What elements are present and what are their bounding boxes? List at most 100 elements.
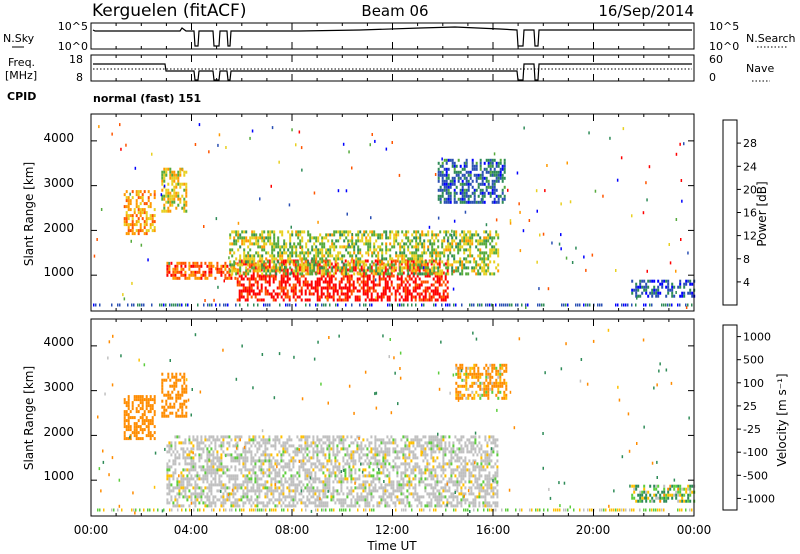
power-cell [379, 269, 382, 273]
power-cell [655, 291, 658, 295]
velocity-cell [304, 477, 307, 481]
power-cell [149, 193, 152, 197]
power-cell [137, 232, 140, 236]
velocity-cell [282, 483, 285, 487]
power-cell [315, 251, 318, 255]
velocity-cell [396, 450, 399, 454]
power-cell [367, 251, 370, 255]
velocity-cell [402, 498, 405, 502]
power-cell [208, 261, 211, 265]
power-cell [449, 233, 452, 237]
power-cell [447, 245, 450, 249]
power-cell [343, 239, 346, 243]
power-cell [122, 293, 124, 297]
power-cell [295, 254, 298, 258]
power-cell [461, 173, 464, 177]
velocity-cell [151, 434, 154, 438]
power-cell [300, 146, 303, 150]
power-cell [497, 248, 500, 252]
power-cell [680, 179, 683, 182]
power-cell [639, 282, 642, 286]
velocity-cell [322, 435, 325, 439]
power-cell [280, 259, 283, 263]
power-cell [366, 280, 369, 284]
power-cell [247, 254, 250, 258]
power-cell [366, 289, 369, 293]
power-cell [489, 230, 492, 234]
velocity-cell [256, 501, 259, 505]
velocity-cell [374, 477, 377, 481]
velocity-cell [196, 492, 199, 496]
velocity-cell [175, 414, 178, 418]
velocity-cell [340, 447, 343, 451]
velocity-cell [416, 495, 419, 499]
power-cell [453, 194, 456, 198]
power-cell [445, 248, 448, 252]
velocity-cell [306, 477, 309, 481]
power-cell [394, 259, 397, 263]
power-cell [453, 200, 456, 204]
velocity-cell [242, 465, 245, 469]
power-cell [269, 303, 271, 307]
power-cell [295, 233, 298, 237]
power-cell [447, 272, 450, 276]
power-cell [131, 214, 134, 218]
velocity-cell [176, 486, 179, 490]
velocity-cell [294, 447, 297, 451]
velocity-cell [268, 441, 271, 445]
power-cell [229, 251, 232, 255]
power-cell [389, 257, 392, 261]
power-cell [453, 161, 456, 165]
velocity-cell [264, 483, 267, 487]
velocity-cell [208, 483, 211, 487]
power-cell [269, 269, 272, 273]
power-cell [291, 248, 294, 252]
velocity-cell [306, 471, 309, 475]
velocity-cell [350, 504, 353, 508]
power-cell [457, 197, 460, 201]
velocity-cell [372, 489, 375, 493]
power-cell [327, 233, 330, 237]
power-cell [341, 266, 344, 270]
velocity-cell [318, 441, 321, 445]
power-cell [307, 251, 310, 255]
power-cell [413, 254, 416, 258]
velocity-cell [268, 465, 271, 469]
power-cell [210, 264, 213, 268]
velocity-cell [194, 504, 197, 508]
power-cell [188, 273, 191, 277]
velocity-cell [214, 501, 217, 505]
power-cell [401, 303, 403, 307]
power-cell [501, 197, 504, 201]
power-cell [167, 197, 170, 201]
velocity-cell [408, 474, 411, 478]
power-cell [615, 269, 617, 272]
power-cell [431, 269, 434, 273]
power-cell [442, 271, 445, 275]
power-cell [489, 242, 492, 246]
power-cell [224, 276, 227, 280]
power-cell [262, 277, 265, 281]
velocity-cell [168, 444, 171, 448]
velocity-cell [370, 495, 373, 499]
power-cell [305, 257, 308, 261]
power-cell [353, 248, 356, 252]
velocity-cell [350, 459, 353, 463]
power-cell [475, 245, 478, 249]
power-cell [339, 257, 342, 261]
power-cell [147, 190, 150, 194]
power-cell [431, 272, 434, 276]
velocity-cell [216, 456, 219, 460]
power-cell [647, 279, 650, 283]
power-cell [354, 286, 357, 290]
velocity-cell [334, 471, 337, 475]
power-cell [281, 257, 284, 261]
power-cell [342, 292, 345, 296]
power-cell [446, 280, 449, 284]
velocity-cell [184, 495, 187, 499]
power-cell [312, 286, 315, 290]
velocity-cell [141, 431, 144, 435]
velocity-cell [266, 438, 269, 442]
power-cell [421, 251, 424, 255]
power-cell [329, 248, 332, 252]
